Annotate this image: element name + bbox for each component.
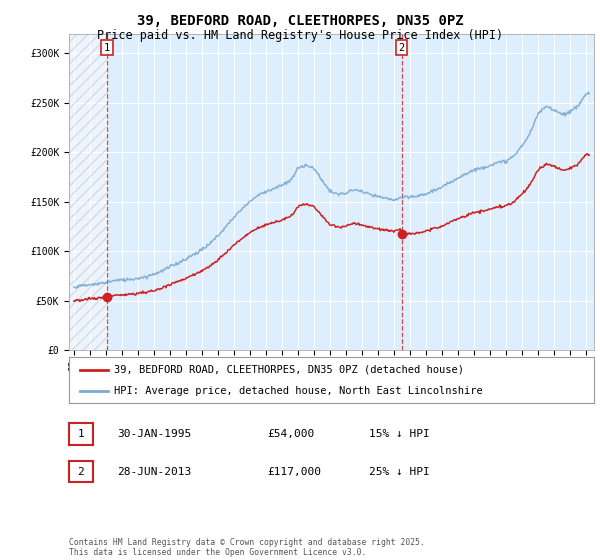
Bar	[69, 34, 107, 350]
Text: 25% ↓ HPI: 25% ↓ HPI	[369, 466, 430, 477]
Text: 1: 1	[104, 43, 110, 53]
Text: 15% ↓ HPI: 15% ↓ HPI	[369, 429, 430, 439]
Text: 28-JUN-2013: 28-JUN-2013	[117, 466, 191, 477]
Text: £54,000: £54,000	[267, 429, 314, 439]
Text: 2: 2	[398, 43, 405, 53]
Text: 39, BEDFORD ROAD, CLEETHORPES, DN35 0PZ: 39, BEDFORD ROAD, CLEETHORPES, DN35 0PZ	[137, 14, 463, 28]
Text: 1: 1	[77, 429, 85, 439]
Text: HPI: Average price, detached house, North East Lincolnshire: HPI: Average price, detached house, Nort…	[113, 386, 482, 396]
Text: 30-JAN-1995: 30-JAN-1995	[117, 429, 191, 439]
Text: Contains HM Land Registry data © Crown copyright and database right 2025.
This d: Contains HM Land Registry data © Crown c…	[69, 538, 425, 557]
Text: Price paid vs. HM Land Registry's House Price Index (HPI): Price paid vs. HM Land Registry's House …	[97, 29, 503, 42]
Text: 39, BEDFORD ROAD, CLEETHORPES, DN35 0PZ (detached house): 39, BEDFORD ROAD, CLEETHORPES, DN35 0PZ …	[113, 365, 464, 375]
Text: 2: 2	[77, 466, 85, 477]
Text: £117,000: £117,000	[267, 466, 321, 477]
